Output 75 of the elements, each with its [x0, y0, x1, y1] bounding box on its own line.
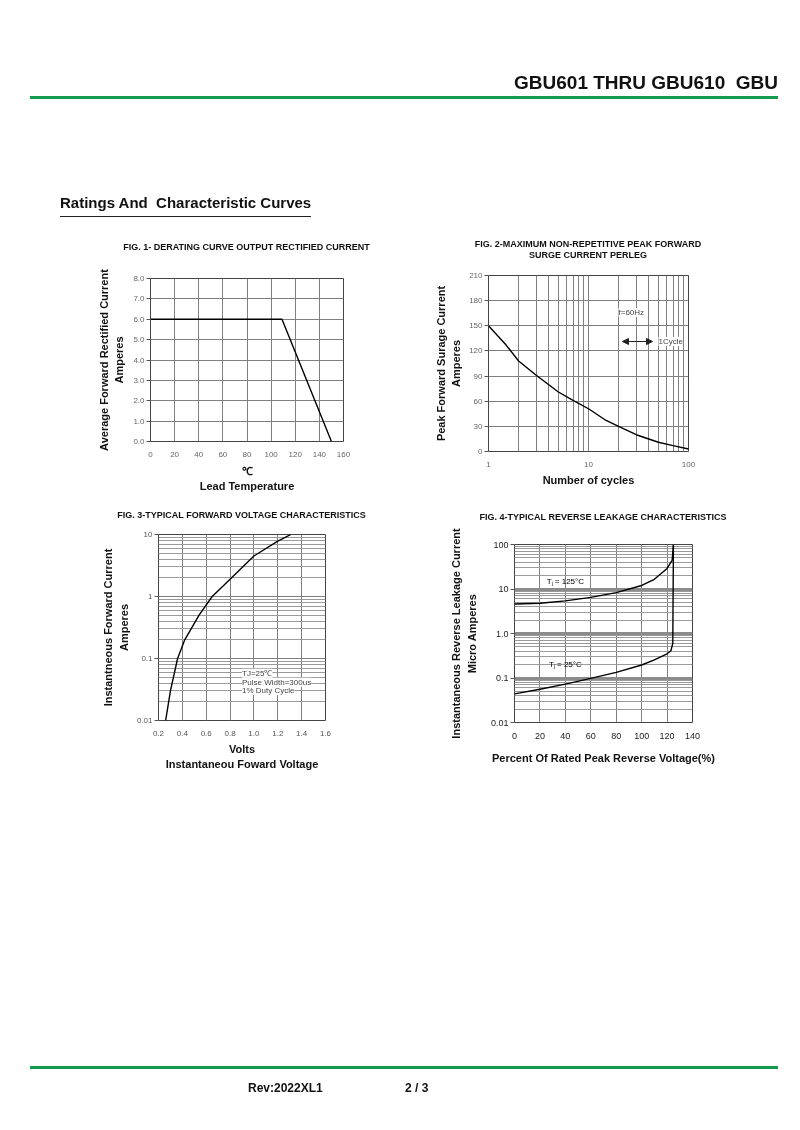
x-tick-label: 0.4: [176, 728, 189, 738]
annotation: Pulse Width=300us: [242, 677, 312, 687]
x-axis-title: Percent Of Rated Peak Reverse Voltage(%): [492, 751, 716, 764]
y-tick-label: 8.0: [133, 274, 146, 283]
x-tick-label: 0.2: [152, 728, 165, 738]
x-tick-label: 60: [585, 730, 596, 741]
x-tick-label: 20: [534, 730, 545, 741]
annotation: 1% Duty Cycle: [242, 686, 296, 696]
y-tick-label: 10: [143, 530, 154, 539]
text: GBU601 THRU GBU610 GBU: [514, 71, 778, 95]
text: Ratings And Characteristic Curves: [60, 194, 312, 217]
y-tick-label: 120: [469, 346, 484, 356]
y-tick-label: 1.0: [495, 628, 509, 639]
series-label: Tⱼ = 25°C: [548, 659, 583, 669]
x-tick-label: 40: [560, 730, 571, 741]
y-tick-label: 100: [493, 539, 509, 550]
x-tick-label: 0.6: [200, 728, 213, 738]
text: 2 / 3: [405, 1080, 429, 1097]
y-tick-label: 210: [469, 271, 484, 280]
chart-title: FIG. 1- DERATING CURVE OUTPUT RECTIFIED CURRENT: [122, 241, 371, 253]
x-axis-title: Volts Instantaneou Foward Voltage: [165, 742, 319, 771]
text: Rev:2022XL1: [248, 1080, 323, 1097]
y-tick-label: 2.0: [133, 396, 146, 406]
x-tick-label: 60: [218, 449, 228, 459]
x-tick-label: 10: [584, 459, 594, 469]
x-tick-label: 100: [264, 449, 279, 459]
y-tick-label: 4.0: [133, 355, 146, 365]
y-tick-label: 1: [148, 592, 154, 601]
chart-title: FIG. 2-MAXIMUM NON-REPETITIVE PEAK FORWARD SURGE CURRENT PERLEG: [473, 238, 703, 261]
x-tick-label: 1.6: [319, 728, 332, 738]
x-tick-label: 0: [512, 730, 518, 741]
annotation: TJ=25℃: [242, 668, 273, 678]
x-tick-label: 1.2: [272, 728, 284, 738]
y-tick-label: 30: [473, 421, 484, 431]
x-tick-label: 100: [681, 459, 696, 469]
y-tick-label: 1.0: [133, 416, 146, 426]
y-tick-label: 6.0: [133, 314, 146, 324]
y-axis-title: Peak Forward Surage Current Amperes: [434, 285, 463, 442]
x-tick-label: 1: [486, 459, 492, 469]
x-tick-label: 140: [684, 730, 701, 741]
x-axis-title: Number of cycles: [542, 473, 635, 486]
x-tick-label: 0.8: [224, 728, 237, 738]
y-tick-label: 0.01: [136, 716, 154, 725]
chart-title: FIG. 3-TYPICAL FORWARD VOLTAGE CHARACTERISTICS: [116, 509, 367, 521]
annotation: 1Cycle: [658, 337, 684, 346]
y-tick-label: 0.0: [133, 437, 146, 446]
x-tick-label: 1.0: [248, 728, 261, 738]
y-axis-title: Instantaneous Reverse Leakage Current Micro Amperes: [450, 528, 478, 739]
x-tick-label: 120: [659, 730, 675, 741]
y-axis-title: Average Forward Rectified Current Amperes: [97, 268, 126, 451]
x-tick-label: 1.4: [296, 728, 308, 738]
y-tick-label: 0.1: [495, 673, 509, 683]
x-tick-label: 80: [242, 449, 252, 459]
x-axis-title: ℃ Lead Temperature: [199, 464, 295, 493]
y-tick-label: 7.0: [133, 294, 146, 304]
y-tick-label: 0.1: [141, 654, 154, 663]
x-tick-label: 20: [170, 449, 180, 459]
x-tick-label: 80: [611, 730, 622, 741]
x-tick-label: 160: [336, 449, 351, 459]
series-label: Tⱼ = 125°C: [546, 576, 585, 586]
annotation: f=60Hz: [618, 307, 645, 317]
y-tick-label: 0.01: [490, 717, 509, 728]
y-tick-label: 150: [469, 321, 484, 331]
y-tick-label: 90: [473, 371, 484, 381]
chart-title: FIG. 4-TYPICAL REVERSE LEAKAGE CHARACTERISTICS: [478, 511, 728, 523]
y-tick-label: 5.0: [133, 335, 146, 345]
y-tick-label: 180: [469, 296, 484, 306]
x-tick-label: 120: [288, 449, 303, 459]
x-tick-label: 100: [634, 730, 650, 741]
x-tick-label: 140: [312, 449, 327, 459]
y-tick-label: 60: [473, 396, 484, 406]
x-tick-label: 40: [194, 449, 204, 459]
y-axis-title: Instantneous Forward Current Amperes: [102, 548, 130, 707]
y-tick-label: 10: [498, 584, 509, 594]
y-tick-label: 3.0: [133, 375, 146, 385]
